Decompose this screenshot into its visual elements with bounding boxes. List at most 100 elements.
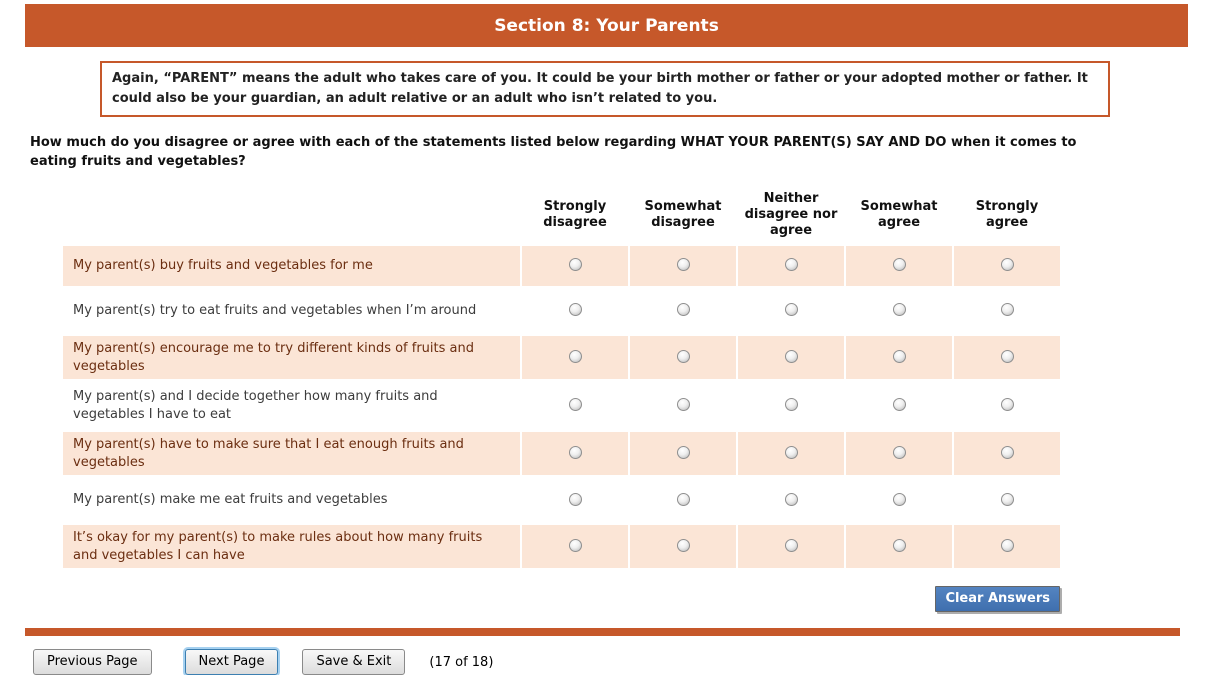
radio-cell: [954, 432, 1060, 476]
table-row: My parent(s) try to eat fruits and veget…: [63, 291, 1060, 331]
next-page-button[interactable]: Next Page: [184, 649, 279, 675]
radio-row1-col1[interactable]: [568, 258, 582, 272]
radio-cell: [738, 480, 844, 520]
table-row: My parent(s) make me eat fruits and vege…: [63, 480, 1060, 520]
section-title: Section 8: Your Parents: [494, 15, 719, 36]
radio-row3-col2[interactable]: [676, 350, 690, 364]
table-row: My parent(s) have to make sure that I ea…: [63, 432, 1060, 476]
radio-row7-col1[interactable]: [568, 539, 582, 553]
footer-nav: Previous Page Next Page Save & Exit (17 …: [33, 649, 1205, 675]
column-header-2: Somewhat disagree: [644, 198, 722, 230]
radio-cell: [522, 335, 628, 380]
radio-row6-col1[interactable]: [568, 492, 582, 506]
matrix-header-row: Strongly disagree Somewhat disagree Neithe…: [63, 189, 1060, 241]
radio-row6-col5[interactable]: [1000, 492, 1014, 506]
radio-cell: [846, 432, 952, 476]
radio-cell: [630, 291, 736, 331]
radio-row3-col5[interactable]: [1000, 350, 1014, 364]
radio-row7-col4[interactable]: [892, 539, 906, 553]
radio-row2-col1[interactable]: [568, 303, 582, 317]
statement-label: My parent(s) try to eat fruits and veget…: [73, 303, 477, 319]
radio-row3-col1[interactable]: [568, 350, 582, 364]
save-exit-button[interactable]: Save & Exit: [302, 649, 406, 675]
radio-cell: [522, 384, 628, 427]
definition-note: Again, “PARENT” means the adult who take…: [100, 61, 1110, 118]
bottom-divider: [25, 628, 1180, 637]
column-header-4: Somewhat agree: [860, 198, 938, 230]
radio-row7-col3[interactable]: [784, 539, 798, 553]
radio-row1-col5[interactable]: [1000, 258, 1014, 272]
statement-label: My parent(s) make me eat fruits and vege…: [73, 492, 388, 508]
radio-cell: [846, 245, 952, 286]
question-text: How much do you disagree or agree with e…: [30, 135, 1077, 170]
radio-row1-col4[interactable]: [892, 258, 906, 272]
radio-cell: [954, 384, 1060, 427]
radio-row6-col4[interactable]: [892, 492, 906, 506]
radio-row3-col4[interactable]: [892, 350, 906, 364]
clear-answers-button[interactable]: Clear Answers: [935, 586, 1060, 613]
radio-row2-col2[interactable]: [676, 303, 690, 317]
radio-row7-col5[interactable]: [1000, 539, 1014, 553]
table-row: My parent(s) and I decide together how m…: [63, 384, 1060, 427]
column-header-1: Strongly disagree: [543, 198, 607, 230]
matrix-body: My parent(s) buy fruits and vegetables f…: [63, 245, 1060, 569]
radio-row6-col3[interactable]: [784, 492, 798, 506]
radio-row5-col1[interactable]: [568, 446, 582, 460]
radio-row5-col3[interactable]: [784, 446, 798, 460]
statement-label: My parent(s) encourage me to try differe…: [63, 335, 520, 380]
radio-cell: [522, 480, 628, 520]
radio-cell: [630, 525, 736, 569]
radio-cell: [846, 335, 952, 380]
radio-cell: [738, 245, 844, 286]
radio-row4-col3[interactable]: [784, 398, 798, 412]
radio-cell: [738, 384, 844, 427]
radio-cell: [954, 245, 1060, 286]
radio-cell: [846, 291, 952, 331]
radio-row2-col4[interactable]: [892, 303, 906, 317]
radio-row1-col2[interactable]: [676, 258, 690, 272]
column-header-spacer: [63, 189, 520, 241]
previous-page-button[interactable]: Previous Page: [33, 649, 152, 675]
section-header-bar: Section 8: Your Parents: [25, 4, 1188, 47]
radio-cell: [954, 291, 1060, 331]
radio-row4-col2[interactable]: [676, 398, 690, 412]
radio-row1-col3[interactable]: [784, 258, 798, 272]
page-indicator: (17 of 18): [429, 654, 494, 670]
radio-cell: [522, 245, 628, 286]
radio-cell: [954, 480, 1060, 520]
column-header-5: Strongly agree: [975, 198, 1039, 230]
radio-cell: [522, 291, 628, 331]
radio-row4-col1[interactable]: [568, 398, 582, 412]
radio-cell: [630, 480, 736, 520]
radio-cell: [522, 432, 628, 476]
radio-cell: [630, 335, 736, 380]
radio-row4-col4[interactable]: [892, 398, 906, 412]
radio-row3-col3[interactable]: [784, 350, 798, 364]
table-row: My parent(s) buy fruits and vegetables f…: [63, 245, 1060, 286]
radio-cell: [846, 480, 952, 520]
statement-label: My parent(s) have to make sure that I ea…: [63, 432, 520, 476]
radio-cell: [738, 335, 844, 380]
radio-cell: [954, 335, 1060, 380]
clear-answers-row: Clear Answers: [63, 586, 1060, 613]
radio-cell: [954, 525, 1060, 569]
radio-row7-col2[interactable]: [676, 539, 690, 553]
radio-cell: [738, 291, 844, 331]
radio-cell: [846, 525, 952, 569]
radio-row5-col5[interactable]: [1000, 446, 1014, 460]
radio-cell: [630, 245, 736, 286]
radio-row4-col5[interactable]: [1000, 398, 1014, 412]
radio-row6-col2[interactable]: [676, 492, 690, 506]
column-header-3: Neither disagree nor agree: [744, 190, 838, 239]
statement-label: My parent(s) buy fruits and vegetables f…: [63, 245, 520, 286]
radio-cell: [738, 525, 844, 569]
matrix-table: Strongly disagree Somewhat disagree Neithe…: [61, 184, 1062, 573]
radio-row2-col5[interactable]: [1000, 303, 1014, 317]
radio-cell: [630, 384, 736, 427]
radio-row5-col2[interactable]: [676, 446, 690, 460]
radio-cell: [630, 432, 736, 476]
radio-cell: [522, 525, 628, 569]
radio-row5-col4[interactable]: [892, 446, 906, 460]
radio-row2-col3[interactable]: [784, 303, 798, 317]
table-row: My parent(s) encourage me to try differe…: [63, 335, 1060, 380]
